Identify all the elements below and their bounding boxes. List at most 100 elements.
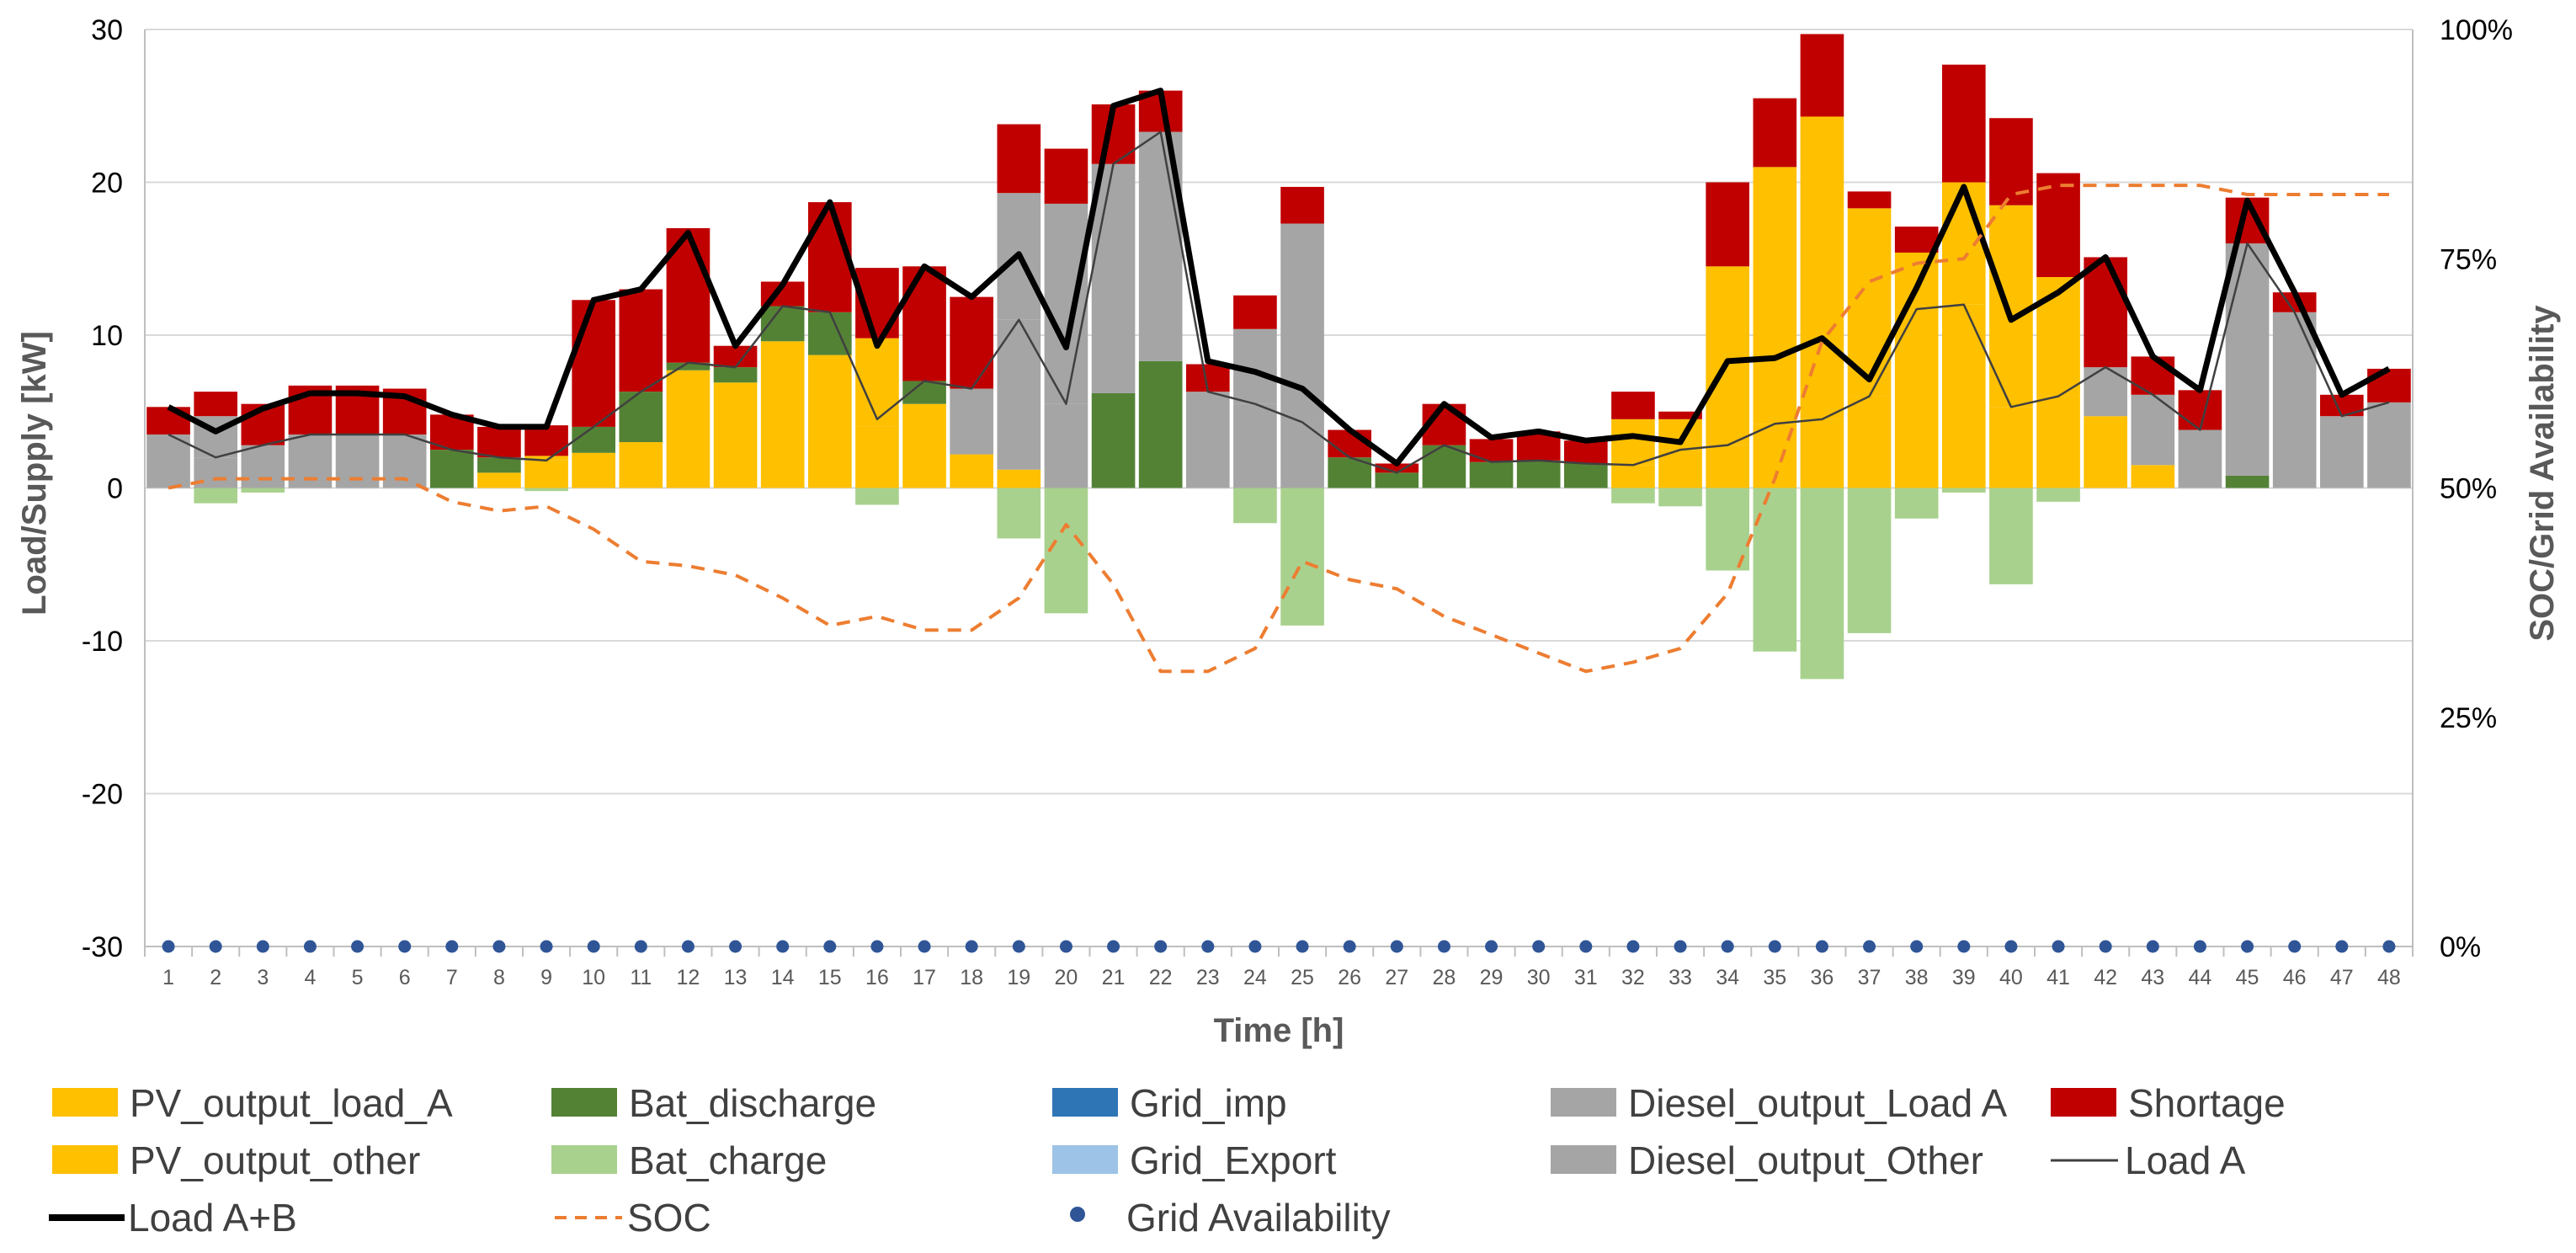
bar-bat-charge [855, 488, 899, 505]
bar-diesel-output-load-a [2178, 429, 2222, 488]
bar-diesel-output-load-a [2319, 416, 2364, 488]
x-tick-label: 32 [1621, 966, 1645, 989]
x-tick-label: 34 [1716, 966, 1739, 989]
bar-pv-output-load-a [1941, 304, 1986, 488]
bar-pv-output-load-a [950, 454, 994, 488]
bar-shortage [572, 300, 616, 427]
marker-grid-availability [2288, 940, 2302, 953]
legend-label-bat-discharge: Bat_discharge [629, 1081, 876, 1125]
bar-bat-charge [2036, 488, 2080, 502]
bar-bat-charge [1989, 488, 2033, 584]
bar-bat-charge [241, 488, 285, 493]
x-tick-label: 47 [2330, 966, 2354, 989]
x-tick-label: 5 [352, 966, 364, 989]
line-soc [168, 184, 2389, 674]
y2-axis-title: SOC/Grid Availability [2524, 305, 2561, 642]
marker-grid-availability [2335, 940, 2349, 953]
bar-diesel-output-load-a [1185, 392, 1230, 488]
marker-grid-availability [1390, 940, 1403, 953]
x-tick-label: 12 [677, 966, 700, 989]
x-tick-label: 23 [1196, 966, 1220, 989]
marker-grid-availability [1626, 940, 1640, 953]
bar-bat-discharge [713, 367, 758, 383]
bar-diesel-output-load-a [241, 445, 285, 488]
x-tick-label: 9 [540, 966, 552, 989]
y2-tick-label: 25% [2440, 702, 2497, 734]
bar-bat-charge [1847, 488, 1892, 633]
bar-bat-charge [1894, 488, 1939, 519]
bar-bat-discharge [1375, 472, 1419, 488]
x-tick-label: 7 [446, 966, 458, 989]
marker-grid-availability [1957, 940, 1971, 953]
x-tick-label: 16 [865, 966, 889, 989]
marker-grid-availability [1296, 940, 1309, 953]
bar-pv-output-other [2036, 277, 2080, 397]
bar-pv-output-other [1611, 419, 1655, 466]
bars [146, 34, 2411, 680]
legend-label-pv-output-load-a: PV_output_load_A [130, 1081, 453, 1125]
bar-pv-output-load-a [1894, 309, 1939, 488]
legend-swatch-bat-charge [551, 1145, 617, 1174]
x-tick-label: 24 [1243, 966, 1267, 989]
bar-diesel-output-load-a [146, 434, 190, 488]
legend-label-bat-charge: Bat_charge [629, 1138, 827, 1182]
y-tick-label: -10 [82, 626, 123, 658]
bar-pv-output-other [1658, 419, 1702, 451]
bar-bat-charge [1800, 488, 1844, 680]
bar-shortage [2178, 390, 2222, 430]
x-tick-label: 46 [2283, 966, 2307, 989]
marker-grid-availability [1201, 940, 1215, 953]
marker-grid-availability [1674, 940, 1687, 953]
marker-grid-availability [870, 940, 884, 953]
marker-grid-availability [209, 940, 222, 953]
bar-shortage [1847, 191, 1892, 209]
marker-grid-availability [634, 940, 647, 953]
legend-label-diesel-output-load-a: Diesel_output_Load A [1628, 1081, 2007, 1125]
legend-swatch-diesel-output-load-a [1551, 1088, 1616, 1117]
marker-grid-availability [1343, 940, 1356, 953]
bar-shortage [477, 426, 521, 458]
bar-pv-output-load-a [997, 469, 1041, 488]
marker-grid-availability [303, 940, 317, 953]
x-tick-label: 22 [1149, 966, 1173, 989]
bar-bat-charge [1044, 488, 1088, 614]
legend-swatch-grid-imp [1052, 1088, 1118, 1117]
bar-diesel-output-load-a [2225, 243, 2270, 476]
marker-grid-availability [1579, 940, 1593, 953]
x-tick-label: 4 [304, 966, 316, 989]
x-tick-label: 11 [630, 966, 652, 989]
legend-label-shortage: Shortage [2128, 1081, 2286, 1125]
bar-diesel-output-load-a [1091, 163, 1136, 393]
x-tick-label: 8 [493, 966, 505, 989]
bar-shortage [1233, 295, 1277, 329]
y-tick-label: 20 [91, 168, 123, 200]
marker-grid-availability [681, 940, 695, 953]
marker-grid-availability [823, 940, 837, 953]
legend-swatch-grid-availability [1070, 1207, 1085, 1222]
axes [144, 29, 2414, 957]
bar-diesel-output-other [1044, 203, 1088, 404]
marker-grid-availability [351, 940, 365, 953]
bar-pv-output-other [524, 456, 568, 461]
bar-pv-output-load-a [1847, 396, 1892, 488]
marker-grid-availability [398, 940, 412, 953]
legend-swatch-pv-output-other [52, 1145, 118, 1174]
marker-grid-availability [1248, 940, 1262, 953]
legend-label-grid-availability: Grid Availability [1126, 1196, 1391, 1240]
y-tick-label: 0 [107, 473, 123, 505]
bar-pv-output-load-a [619, 442, 663, 488]
marker-grid-availability [1059, 940, 1072, 953]
y-tick-label: 10 [91, 320, 123, 352]
bar-pv-output-load-a [1989, 407, 2033, 488]
line-load-a-b [167, 88, 2391, 467]
bar-pv-output-load-a [1611, 465, 1655, 488]
marker-grid-availability [918, 940, 931, 953]
bar-pv-output-load-a [524, 460, 568, 488]
x-axis-title: Time [h] [1214, 1012, 1344, 1049]
marker-grid-availability [2193, 940, 2206, 953]
x-tick-label: 42 [2094, 966, 2117, 989]
legend-label-load-a: Load A [2125, 1138, 2246, 1182]
bar-bat-discharge [477, 457, 521, 473]
marker-grid-availability [1107, 940, 1120, 953]
